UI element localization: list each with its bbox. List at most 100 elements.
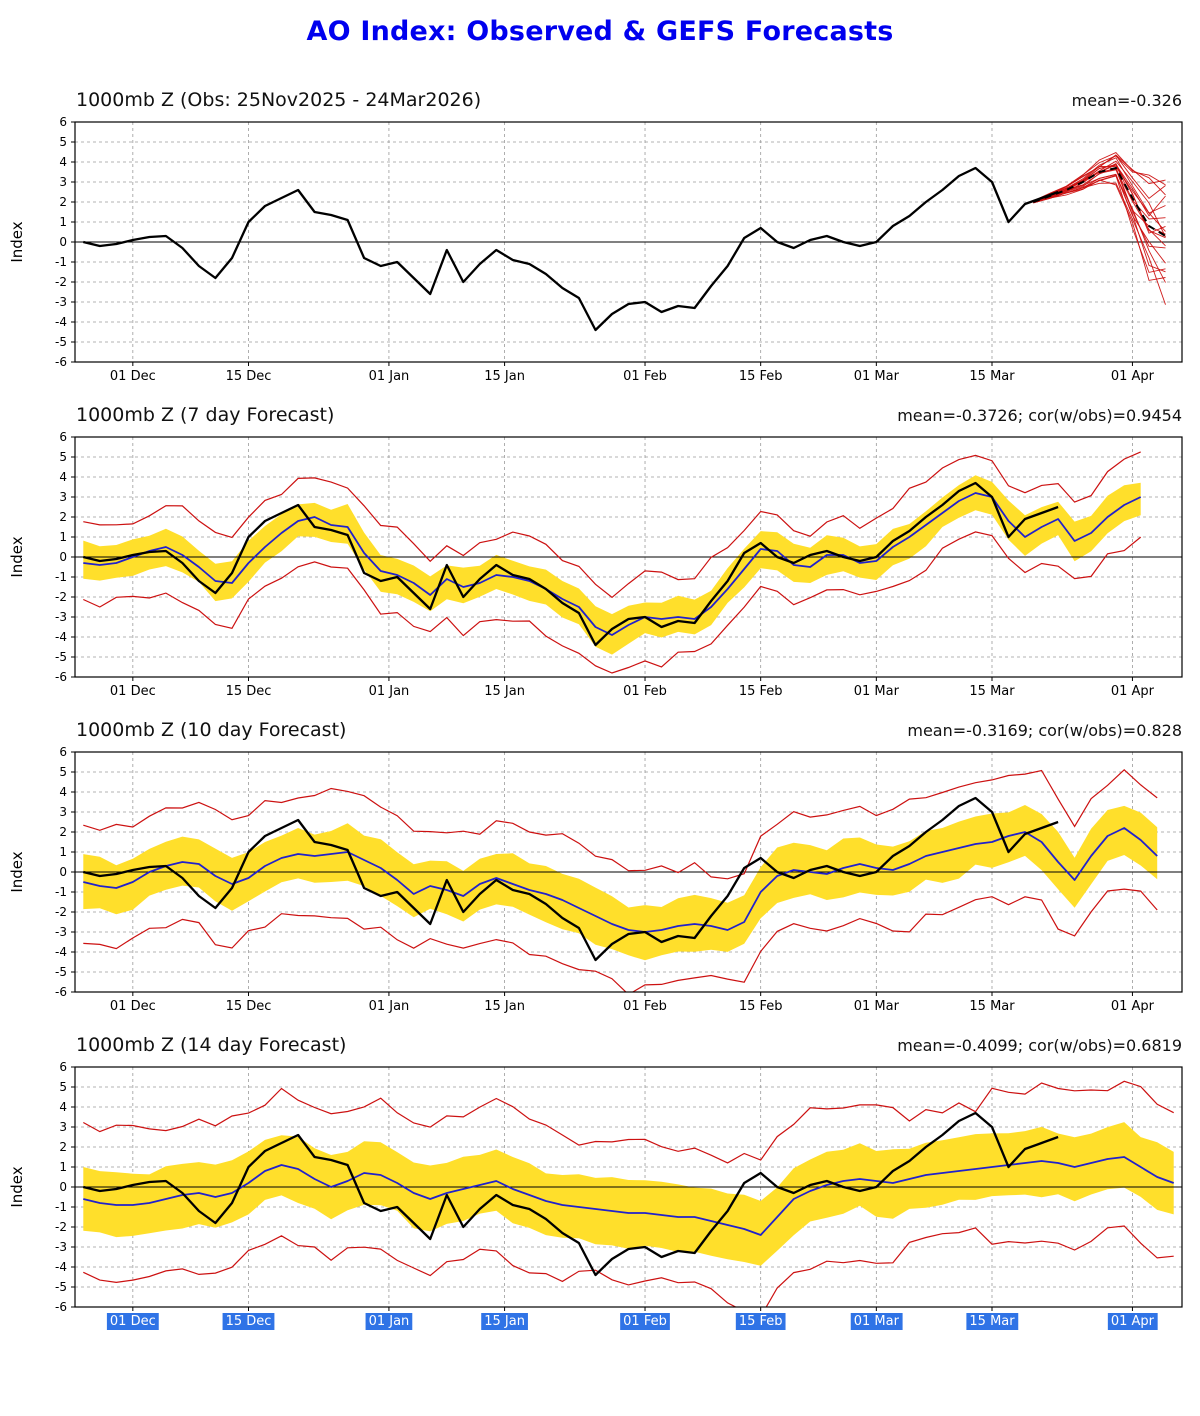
svg-text:15 Feb: 15 Feb bbox=[739, 999, 783, 1014]
panel-forecast-14day-stats: mean=-0.4099; cor(w/obs)=0.6819 bbox=[897, 1036, 1182, 1055]
svg-text:15 Dec: 15 Dec bbox=[226, 369, 272, 384]
forecast-10day-chart: 6 5 4 3 2 1 0 -1 -2 -3 -4 -5 -6 01 Dec 15 Dec 01 Jan 15 … bbox=[8, 746, 1183, 1014]
svg-text:-6: -6 bbox=[55, 1300, 67, 1314]
panel-forecast-10day: 1000mb Z (10 day Forecast) mean=-0.3169;… bbox=[0, 719, 1200, 1018]
svg-text:Index: Index bbox=[8, 536, 26, 577]
svg-text:-3: -3 bbox=[55, 610, 67, 624]
svg-text:5: 5 bbox=[59, 1080, 67, 1094]
svg-text:01 Dec: 01 Dec bbox=[110, 369, 156, 384]
svg-text:Index: Index bbox=[8, 851, 26, 892]
svg-text:-6: -6 bbox=[55, 670, 67, 684]
svg-text:01 Dec: 01 Dec bbox=[110, 684, 156, 699]
svg-text:-3: -3 bbox=[55, 1240, 67, 1254]
svg-text:1: 1 bbox=[59, 215, 67, 229]
panel-observed-head: 1000mb Z (Obs: 25Nov2025 - 24Mar2026) me… bbox=[0, 89, 1200, 116]
svg-text:6: 6 bbox=[59, 1061, 67, 1074]
svg-text:-1: -1 bbox=[55, 570, 67, 584]
svg-text:15 Mar: 15 Mar bbox=[969, 1314, 1015, 1329]
svg-text:-5: -5 bbox=[55, 965, 67, 979]
svg-text:-5: -5 bbox=[55, 335, 67, 349]
svg-text:01 Jan: 01 Jan bbox=[369, 369, 410, 384]
panel-forecast-10day-title: 1000mb Z (10 day Forecast) bbox=[76, 719, 347, 741]
svg-text:4: 4 bbox=[59, 785, 67, 799]
svg-text:01 Mar: 01 Mar bbox=[854, 369, 900, 384]
svg-text:2: 2 bbox=[59, 195, 67, 209]
svg-text:-4: -4 bbox=[55, 315, 67, 329]
svg-text:-3: -3 bbox=[55, 925, 67, 939]
svg-text:3: 3 bbox=[59, 1120, 67, 1134]
svg-text:15 Dec: 15 Dec bbox=[226, 999, 272, 1014]
svg-text:-5: -5 bbox=[55, 650, 67, 664]
svg-text:01 Mar: 01 Mar bbox=[854, 1314, 900, 1329]
svg-text:01 Feb: 01 Feb bbox=[623, 684, 667, 699]
svg-text:15 Dec: 15 Dec bbox=[226, 684, 272, 699]
svg-text:0: 0 bbox=[59, 550, 67, 564]
svg-text:6: 6 bbox=[59, 746, 67, 759]
panel-forecast-10day-stats: mean=-0.3169; cor(w/obs)=0.828 bbox=[907, 721, 1182, 740]
svg-text:2: 2 bbox=[59, 825, 67, 839]
forecast-14day-chart: 6 5 4 3 2 1 0 -1 -2 -3 -4 -5 -6 01 Dec 15 Dec 01 Jan 15 … bbox=[8, 1061, 1183, 1330]
panel-forecast-14day-head: 1000mb Z (14 day Forecast) mean=-0.4099;… bbox=[0, 1034, 1200, 1061]
svg-text:6: 6 bbox=[59, 116, 67, 129]
svg-text:5: 5 bbox=[59, 765, 67, 779]
svg-text:-6: -6 bbox=[55, 985, 67, 999]
svg-text:-2: -2 bbox=[55, 275, 67, 289]
svg-text:01 Feb: 01 Feb bbox=[623, 1314, 667, 1329]
svg-text:01 Apr: 01 Apr bbox=[1111, 684, 1155, 699]
svg-text:0: 0 bbox=[59, 1180, 67, 1194]
svg-text:01 Jan: 01 Jan bbox=[369, 999, 410, 1014]
panel-forecast-7day-head: 1000mb Z (7 day Forecast) mean=-0.3726; … bbox=[0, 404, 1200, 431]
svg-text:-3: -3 bbox=[55, 295, 67, 309]
svg-text:01 Jan: 01 Jan bbox=[369, 1314, 410, 1329]
svg-text:-1: -1 bbox=[55, 255, 67, 269]
panel-observed-title: 1000mb Z (Obs: 25Nov2025 - 24Mar2026) bbox=[76, 89, 482, 111]
svg-text:15 Jan: 15 Jan bbox=[484, 369, 525, 384]
svg-text:01 Feb: 01 Feb bbox=[623, 999, 667, 1014]
svg-text:3: 3 bbox=[59, 175, 67, 189]
svg-text:15 Feb: 15 Feb bbox=[739, 1314, 783, 1329]
svg-text:4: 4 bbox=[59, 1100, 67, 1114]
svg-text:0: 0 bbox=[59, 865, 67, 879]
svg-text:1: 1 bbox=[59, 530, 67, 544]
svg-text:-5: -5 bbox=[55, 1280, 67, 1294]
svg-text:Index: Index bbox=[8, 221, 26, 262]
svg-text:-1: -1 bbox=[55, 1200, 67, 1214]
svg-text:15 Dec: 15 Dec bbox=[226, 1314, 272, 1329]
svg-text:15 Jan: 15 Jan bbox=[484, 999, 525, 1014]
svg-text:-4: -4 bbox=[55, 945, 67, 959]
svg-text:-2: -2 bbox=[55, 905, 67, 919]
svg-text:15 Mar: 15 Mar bbox=[969, 999, 1015, 1014]
svg-text:4: 4 bbox=[59, 470, 67, 484]
svg-text:15 Feb: 15 Feb bbox=[739, 684, 783, 699]
svg-text:01 Dec: 01 Dec bbox=[110, 1314, 156, 1329]
svg-text:01 Jan: 01 Jan bbox=[369, 684, 410, 699]
svg-text:3: 3 bbox=[59, 805, 67, 819]
svg-text:15 Mar: 15 Mar bbox=[969, 369, 1015, 384]
svg-text:-2: -2 bbox=[55, 1220, 67, 1234]
svg-text:01 Apr: 01 Apr bbox=[1111, 999, 1155, 1014]
page-title: AO Index: Observed & GEFS Forecasts bbox=[306, 16, 894, 47]
panel-forecast-7day-stats: mean=-0.3726; cor(w/obs)=0.9454 bbox=[897, 406, 1182, 425]
svg-text:Index: Index bbox=[8, 1166, 26, 1207]
svg-text:15 Jan: 15 Jan bbox=[484, 684, 525, 699]
svg-text:15 Mar: 15 Mar bbox=[969, 684, 1015, 699]
svg-text:15 Jan: 15 Jan bbox=[484, 1314, 525, 1329]
svg-text:3: 3 bbox=[59, 490, 67, 504]
svg-text:4: 4 bbox=[59, 155, 67, 169]
svg-text:01 Feb: 01 Feb bbox=[623, 369, 667, 384]
svg-text:0: 0 bbox=[59, 235, 67, 249]
svg-text:-1: -1 bbox=[55, 885, 67, 899]
svg-text:01 Mar: 01 Mar bbox=[854, 684, 900, 699]
svg-text:-4: -4 bbox=[55, 1260, 67, 1274]
observed-chart: 6 5 4 3 2 1 0 -1 -2 -3 -4 -5 -6 01 Dec 15 Dec 01 Jan 15 … bbox=[8, 116, 1183, 384]
svg-text:15 Feb: 15 Feb bbox=[739, 369, 783, 384]
panel-forecast-10day-head: 1000mb Z (10 day Forecast) mean=-0.3169;… bbox=[0, 719, 1200, 746]
svg-text:1: 1 bbox=[59, 845, 67, 859]
panel-observed-stats: mean=-0.326 bbox=[1071, 91, 1182, 110]
svg-text:5: 5 bbox=[59, 135, 67, 149]
svg-text:01 Apr: 01 Apr bbox=[1111, 1314, 1155, 1329]
panel-forecast-7day: 1000mb Z (7 day Forecast) mean=-0.3726; … bbox=[0, 404, 1200, 703]
svg-text:5: 5 bbox=[59, 450, 67, 464]
forecast-7day-chart: 6 5 4 3 2 1 0 -1 -2 -3 -4 -5 -6 01 Dec 15 Dec 01 Jan 15 … bbox=[8, 431, 1183, 699]
svg-text:01 Apr: 01 Apr bbox=[1111, 369, 1155, 384]
